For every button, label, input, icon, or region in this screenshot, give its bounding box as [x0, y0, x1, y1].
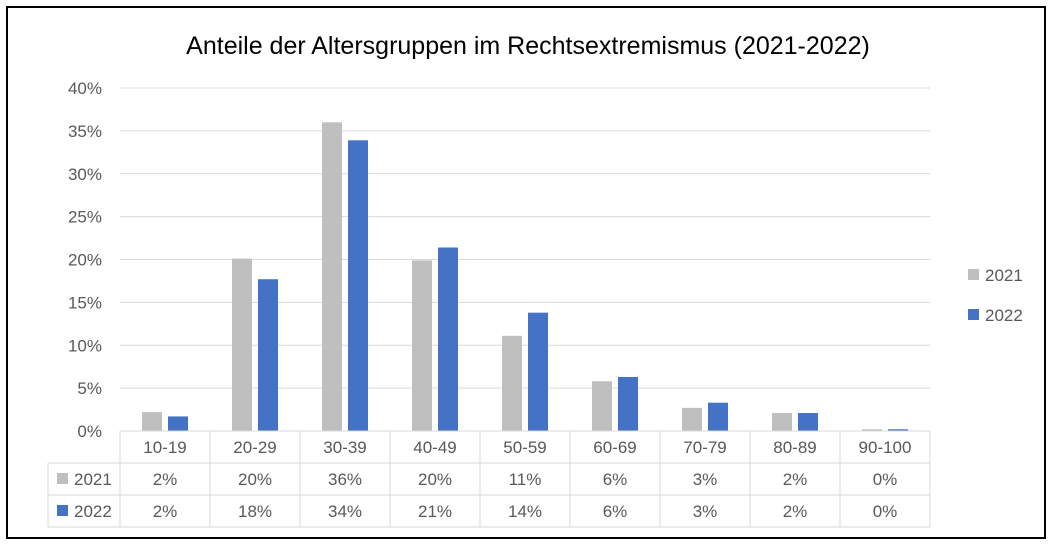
table-cell: 36% — [328, 470, 362, 489]
y-tick-label: 35% — [68, 122, 102, 141]
x-tick-label: 80-89 — [773, 438, 816, 457]
y-tick-label: 5% — [77, 379, 102, 398]
chart-frame: Anteile der Altersgruppen im Rechtsextre… — [6, 6, 1046, 539]
legend-key — [968, 309, 979, 320]
table-cell: 2% — [783, 470, 808, 489]
legend-key — [968, 269, 979, 280]
bar-2022-50-59 — [528, 312, 548, 431]
x-tick-label: 50-59 — [503, 438, 546, 457]
table-series-label: 2022 — [74, 502, 112, 521]
bar-2022-20-29 — [258, 279, 278, 431]
table-cell: 20% — [238, 470, 272, 489]
bar-2022-10-19 — [168, 416, 188, 431]
bar-2021-60-69 — [592, 381, 612, 431]
y-tick-label: 10% — [68, 336, 102, 355]
legend-label: 2022 — [985, 306, 1023, 325]
table-cell: 20% — [418, 470, 452, 489]
x-tick-label: 90-100 — [859, 438, 912, 457]
bar-2021-70-79 — [682, 407, 702, 431]
chart-title: Anteile der Altersgruppen im Rechtsextre… — [186, 32, 870, 60]
table-cell: 3% — [693, 502, 718, 521]
table-cell: 3% — [693, 470, 718, 489]
y-tick-label: 20% — [68, 251, 102, 270]
bar-2022-40-49 — [438, 247, 458, 431]
y-tick-label: 15% — [68, 293, 102, 312]
y-tick-label: 40% — [68, 79, 102, 98]
bar-2021-30-39 — [322, 122, 342, 432]
x-tick-label: 20-29 — [233, 438, 276, 457]
bar-2021-40-49 — [412, 260, 432, 431]
x-tick-label: 10-19 — [143, 438, 186, 457]
y-tick-label: 30% — [68, 165, 102, 184]
bar-2022-30-39 — [348, 140, 368, 431]
table-cell: 21% — [418, 502, 452, 521]
x-tick-label: 70-79 — [683, 438, 726, 457]
x-tick-label: 40-49 — [413, 438, 456, 457]
table-cell: 11% — [509, 470, 542, 489]
bar-2021-50-59 — [502, 335, 522, 431]
table-cell: 14% — [508, 502, 542, 521]
table-cell: 34% — [328, 502, 362, 521]
bar-2022-70-79 — [708, 402, 728, 431]
bar-2022-60-69 — [618, 376, 638, 431]
bar-2022-80-89 — [798, 412, 818, 431]
table-cell: 2% — [783, 502, 808, 521]
table-cell: 0% — [873, 470, 898, 489]
table-series-label: 2021 — [74, 470, 112, 489]
x-tick-label: 60-69 — [593, 438, 636, 457]
y-tick-label: 0% — [77, 422, 102, 441]
table-legend-key — [57, 473, 68, 484]
legend-label: 2021 — [985, 266, 1023, 285]
bar-2021-90-100 — [862, 429, 882, 431]
bar-2022-90-100 — [888, 429, 908, 431]
table-cell: 6% — [603, 502, 628, 521]
table-cell: 18% — [238, 502, 272, 521]
bar-2021-20-29 — [232, 258, 252, 431]
chart-svg: Anteile der Altersgruppen im Rechtsextre… — [47, 32, 1023, 528]
y-tick-label: 25% — [68, 208, 102, 227]
bar-2021-80-89 — [772, 412, 792, 431]
table-cell: 6% — [603, 470, 628, 489]
table-legend-key — [57, 505, 68, 516]
x-tick-label: 30-39 — [323, 438, 366, 457]
table-cell: 0% — [873, 502, 898, 521]
bar-2021-10-19 — [142, 412, 162, 431]
table-cell: 2% — [153, 502, 178, 521]
table-cell: 2% — [153, 470, 178, 489]
